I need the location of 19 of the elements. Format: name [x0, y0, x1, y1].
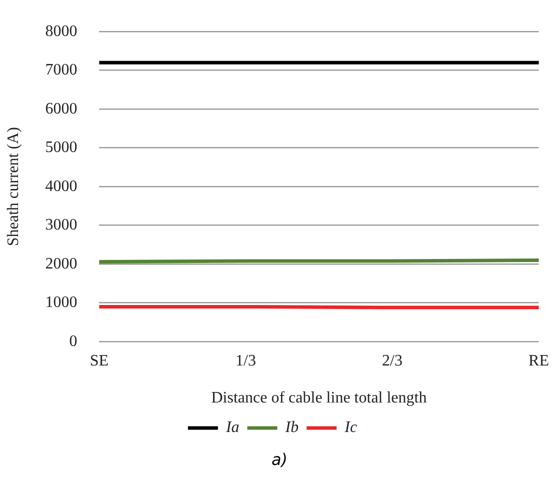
y-tick-label: 5000	[45, 139, 78, 156]
y-tick-label: 0	[69, 332, 78, 350]
x-tick-label: 1/3	[236, 352, 256, 370]
y-tick-label: 4000	[45, 178, 78, 195]
y-tick-label: 2000	[45, 255, 78, 272]
x-tick-label: SE	[90, 352, 109, 370]
y-tick-label: 6000	[45, 100, 78, 118]
y-axis-title: Sheath current (A)	[4, 127, 22, 246]
y-tick-label: 3000	[45, 216, 78, 234]
y-tick-label: 7000	[45, 62, 78, 79]
x-tick-label: RE	[528, 352, 550, 370]
legend-label: Ib	[284, 419, 299, 436]
text: a)	[270, 450, 289, 469]
y-tick-label: 8000	[45, 22, 78, 40]
legend-label: Ia	[224, 419, 240, 436]
x-tick-label: 2/3	[382, 352, 402, 370]
x-axis-title: Distance of cable line total length	[211, 390, 427, 407]
y-tick-label: 1000	[45, 294, 78, 312]
legend-label: Ic	[344, 419, 358, 436]
